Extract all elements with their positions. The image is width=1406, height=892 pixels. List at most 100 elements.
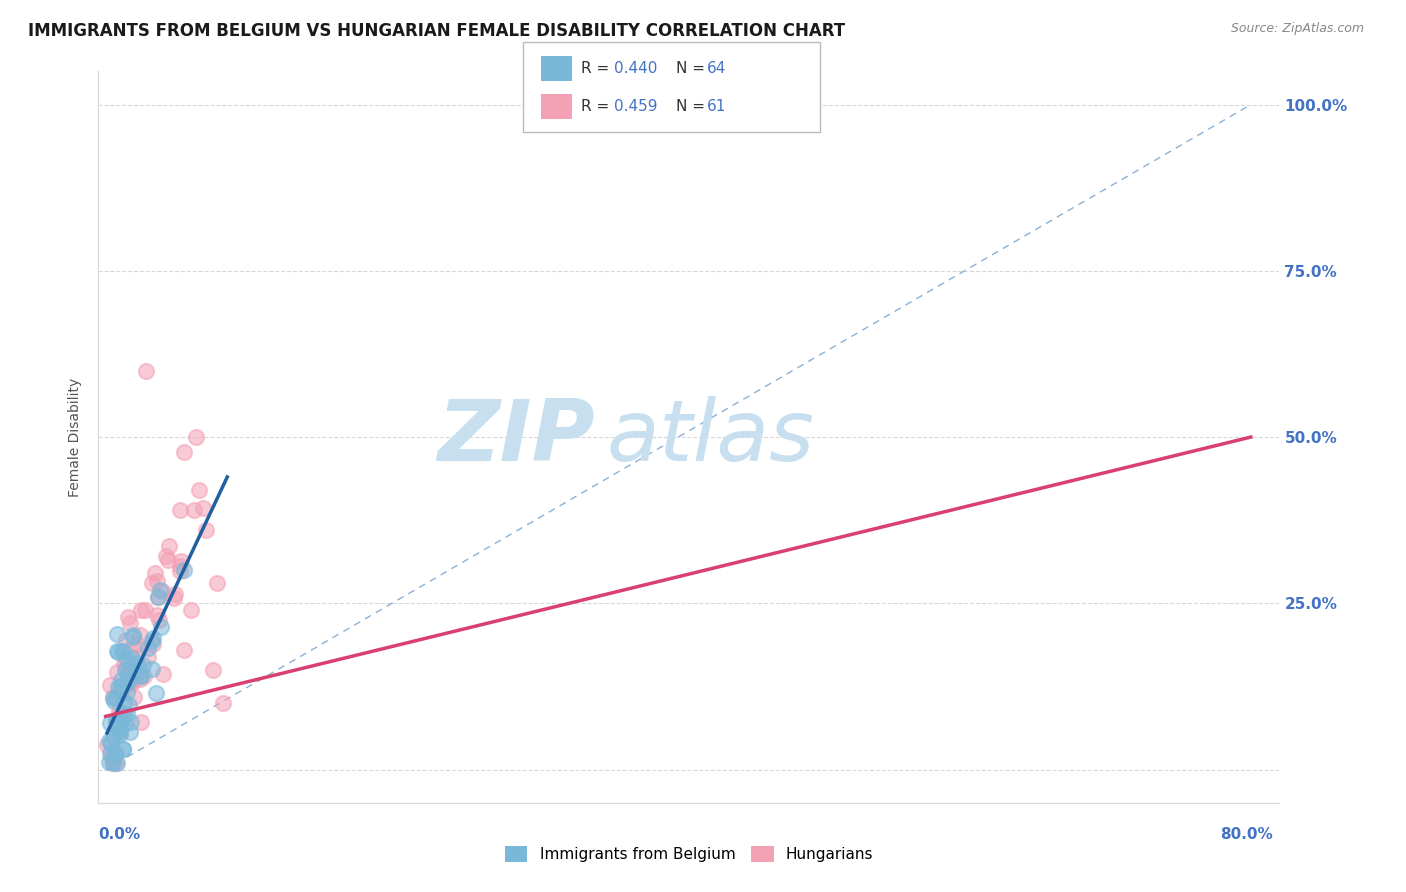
Point — [115, 706, 138, 721]
Point — [194, 523, 217, 537]
Point — [118, 698, 141, 712]
Point — [114, 695, 136, 709]
Point — [105, 627, 128, 641]
Point — [100, 736, 122, 750]
Text: 80.0%: 80.0% — [1219, 827, 1272, 841]
Point — [157, 539, 180, 553]
Point — [148, 613, 170, 627]
Point — [103, 694, 125, 708]
Point — [115, 633, 138, 648]
Point — [150, 620, 173, 634]
Point — [114, 663, 136, 677]
Point — [117, 610, 139, 624]
Point — [108, 712, 131, 726]
Point — [146, 574, 169, 588]
Point — [111, 644, 134, 658]
Point — [105, 756, 128, 770]
Point — [156, 553, 179, 567]
Y-axis label: Female Disability: Female Disability — [69, 377, 83, 497]
Point — [98, 755, 121, 769]
Point — [169, 559, 191, 574]
Point — [114, 715, 136, 730]
Point — [180, 603, 202, 617]
Point — [103, 691, 125, 706]
Point — [122, 640, 145, 655]
Point — [105, 713, 128, 727]
Point — [101, 731, 124, 745]
Point — [121, 658, 143, 673]
Text: R =: R = — [581, 62, 614, 76]
Point — [170, 554, 193, 568]
Point — [108, 722, 131, 736]
Point — [129, 667, 152, 681]
Point — [173, 563, 195, 577]
Point — [100, 748, 122, 763]
Point — [107, 645, 129, 659]
Point — [165, 587, 187, 601]
Point — [142, 631, 165, 645]
Point — [105, 722, 128, 736]
Text: R =: R = — [581, 99, 614, 113]
Point — [169, 564, 191, 578]
Point — [120, 615, 142, 630]
Point — [187, 483, 209, 498]
Point — [124, 690, 146, 704]
Point — [145, 686, 167, 700]
Point — [184, 430, 207, 444]
Legend: Immigrants from Belgium, Hungarians: Immigrants from Belgium, Hungarians — [498, 840, 880, 868]
Point — [201, 663, 224, 677]
Point — [134, 668, 156, 682]
Point — [117, 675, 139, 690]
Text: 0.459: 0.459 — [614, 99, 658, 113]
Point — [107, 644, 129, 658]
Point — [98, 678, 121, 692]
Point — [110, 684, 132, 698]
Point — [163, 591, 186, 605]
Point — [105, 665, 128, 679]
Point — [173, 445, 195, 459]
Point — [104, 714, 127, 729]
Point — [112, 741, 135, 756]
Point — [104, 746, 127, 760]
Point — [129, 714, 152, 729]
Point — [103, 756, 125, 770]
Point — [135, 363, 157, 377]
Point — [150, 583, 173, 598]
Text: N =: N = — [676, 62, 710, 76]
Text: 0.440: 0.440 — [614, 62, 658, 76]
Point — [108, 725, 131, 739]
Text: 0.0%: 0.0% — [98, 827, 141, 841]
Point — [183, 503, 205, 517]
Point — [128, 627, 150, 641]
Point — [115, 653, 138, 667]
Point — [117, 652, 139, 666]
Point — [127, 656, 149, 670]
Text: IMMIGRANTS FROM BELGIUM VS HUNGARIAN FEMALE DISABILITY CORRELATION CHART: IMMIGRANTS FROM BELGIUM VS HUNGARIAN FEM… — [28, 22, 845, 40]
Point — [155, 549, 177, 563]
Point — [169, 503, 191, 517]
Point — [129, 668, 152, 682]
Point — [112, 657, 135, 672]
Point — [136, 640, 159, 655]
Point — [173, 643, 195, 657]
Point — [121, 673, 143, 688]
Point — [103, 756, 125, 770]
Point — [145, 566, 167, 581]
Point — [141, 634, 163, 648]
Point — [96, 738, 118, 752]
Point — [122, 628, 145, 642]
Text: ZIP: ZIP — [437, 395, 595, 479]
Point — [145, 608, 167, 623]
Point — [110, 727, 132, 741]
Point — [124, 649, 146, 664]
Text: N =: N = — [676, 99, 710, 113]
Point — [146, 591, 169, 605]
Point — [142, 637, 165, 651]
Point — [108, 704, 131, 718]
Point — [207, 576, 229, 591]
Point — [191, 501, 214, 516]
Text: 61: 61 — [707, 99, 727, 113]
Point — [212, 696, 235, 710]
Point — [111, 742, 134, 756]
Point — [104, 691, 127, 706]
